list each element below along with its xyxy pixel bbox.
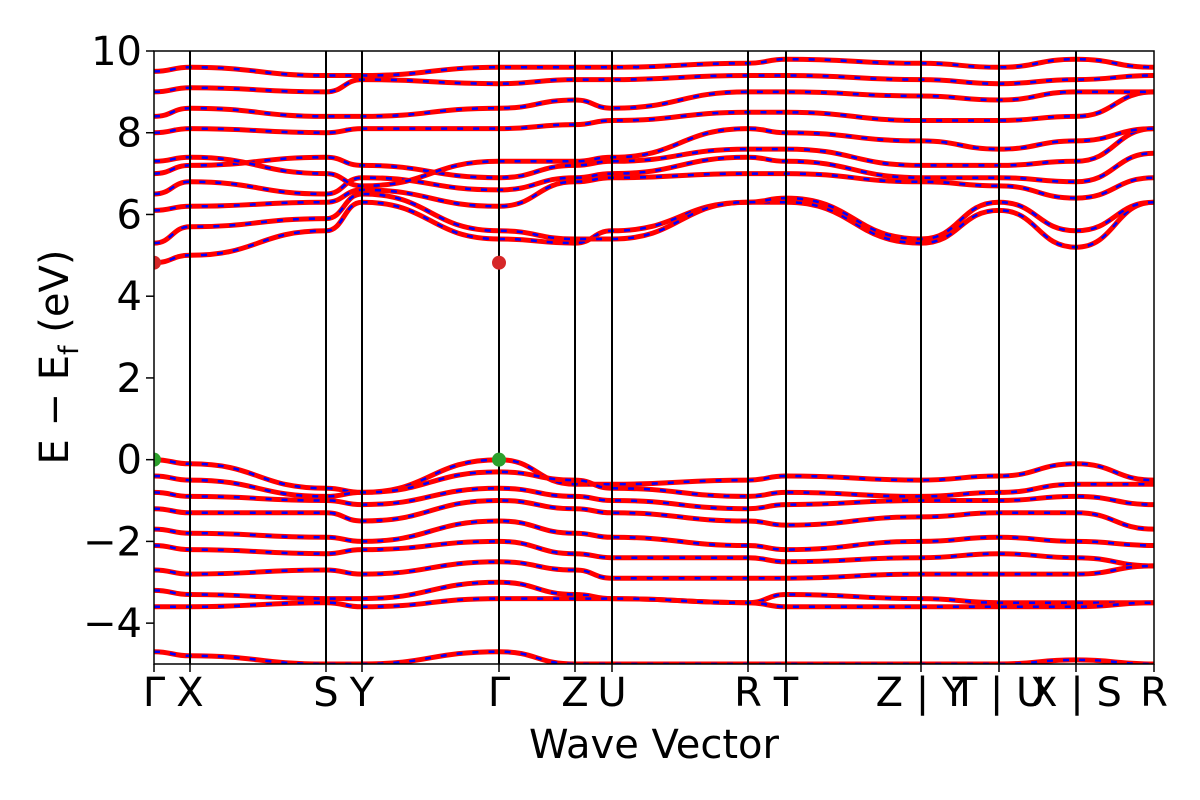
x-tick-label: S — [313, 670, 338, 716]
cbm-marker — [492, 255, 506, 270]
y-axis-ticks: −4 −2 0 2 4 6 8 10 — [83, 29, 154, 647]
valence-band-4 — [154, 497, 1154, 532]
high-symmetry-lines — [189, 51, 1077, 664]
x-tick-label: X | S — [1030, 670, 1122, 716]
x-tick-label: Z | Y — [876, 670, 967, 716]
y-tick-label: 6 — [117, 192, 142, 238]
x-tick-label: T | U — [952, 670, 1046, 716]
x-tick-label: R — [1140, 670, 1168, 716]
y-tick-label: 4 — [117, 274, 142, 320]
conduction-band-6-dash — [154, 127, 1154, 188]
cbm-marker — [154, 255, 161, 270]
y-axis-title-subscript: f — [54, 344, 85, 355]
vbm-marker — [492, 452, 506, 467]
y-tick-label: 0 — [117, 438, 142, 484]
valence-band-10 — [154, 649, 1154, 664]
x-tick-label: U — [597, 670, 626, 716]
y-tick-label: 2 — [117, 356, 142, 402]
y-tick-label: 10 — [91, 29, 142, 75]
x-tick-label: Γ — [143, 670, 166, 716]
y-tick-label: −2 — [83, 519, 142, 565]
band-lines — [154, 56, 1154, 664]
valence-band-5 — [154, 518, 1154, 553]
conduction-band-8 — [154, 89, 1154, 119]
y-axis-title: E − Ef (eV) — [32, 250, 85, 465]
conduction-band-4-dash — [154, 151, 1154, 196]
y-tick-label: −4 — [83, 601, 142, 647]
x-tick-label: Y — [349, 670, 375, 716]
y-tick-label: 8 — [117, 111, 142, 157]
x-tick-label: Γ — [488, 670, 511, 716]
conduction-band-10-dash — [154, 57, 1154, 77]
y-axis-title-main: E − E — [32, 355, 78, 465]
extrema-markers — [154, 255, 506, 467]
x-tick-label: T — [773, 670, 799, 716]
x-tick-label: R — [734, 670, 762, 716]
plot-frame — [153, 50, 1155, 665]
valence-band-7 — [154, 559, 1154, 581]
x-axis-title: Wave Vector — [529, 722, 780, 768]
valence-band-4-dash — [154, 499, 1154, 531]
y-axis-title-unit: (eV) — [32, 250, 78, 346]
vbm-marker — [154, 452, 161, 467]
x-tick-label: X — [176, 670, 203, 716]
x-tick-label: Z — [561, 670, 588, 716]
